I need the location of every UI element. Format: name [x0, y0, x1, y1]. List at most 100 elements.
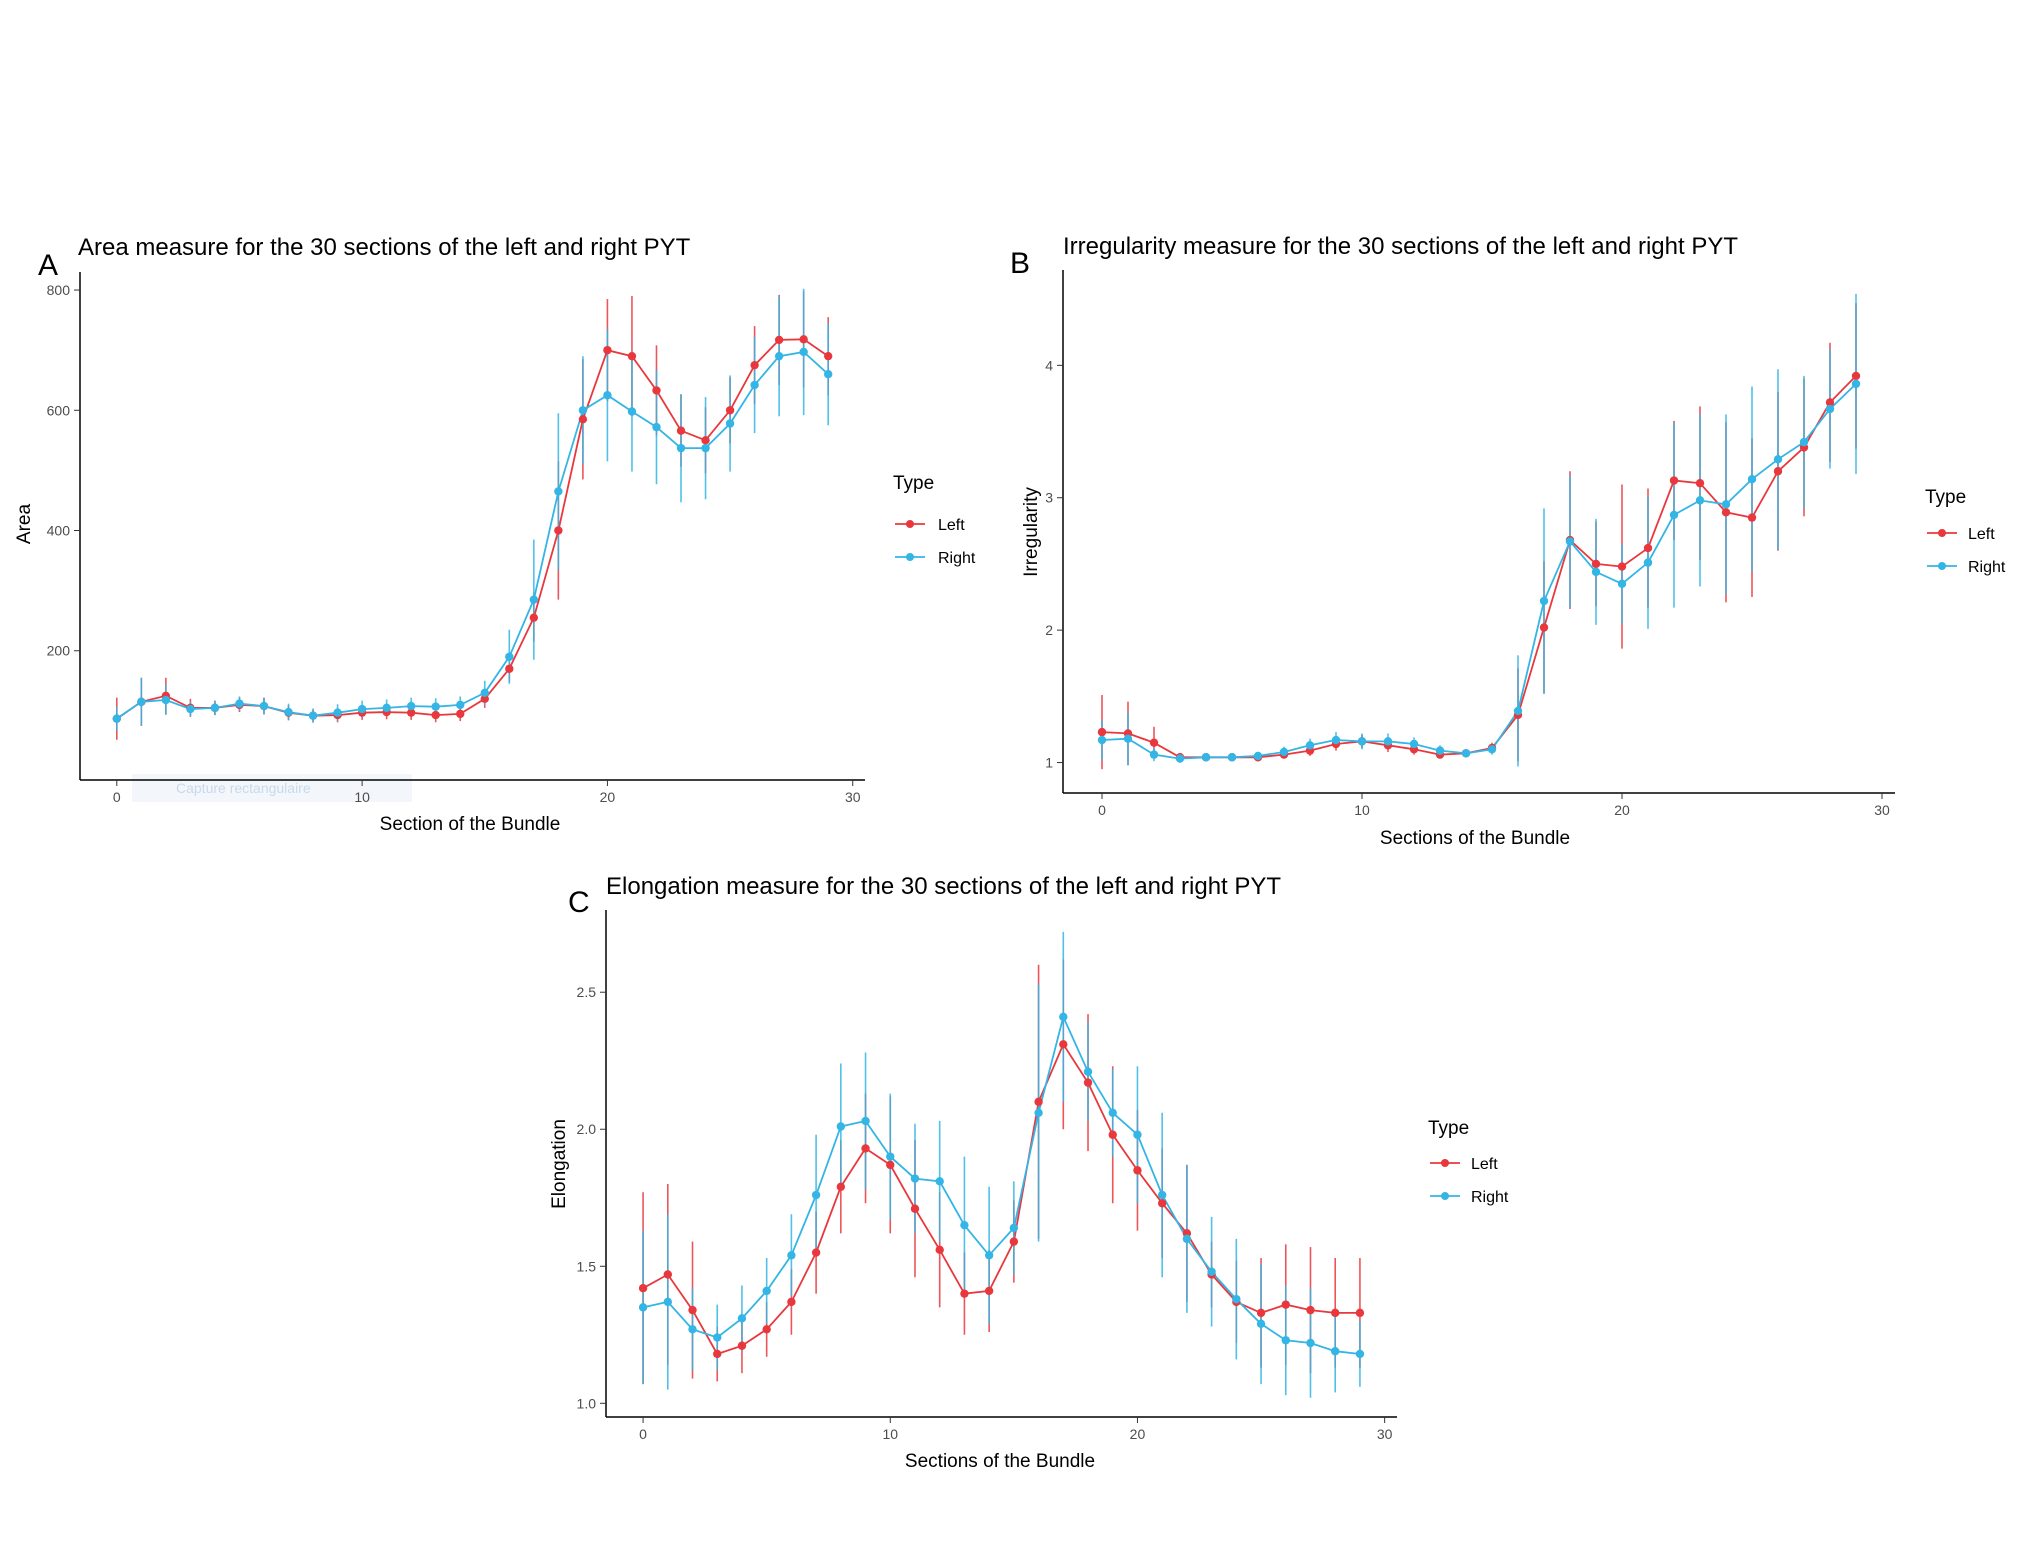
panel-b-right-point — [1669, 510, 1679, 520]
panel-a-right-point — [603, 391, 612, 400]
panel-c-left-point — [1331, 1308, 1340, 1318]
panel-a-left-point — [505, 664, 514, 673]
panel-b-left-point — [1747, 513, 1757, 522]
panel-c-left-point — [737, 1341, 747, 1350]
panel-c-xlabel: Sections of the Bundle — [905, 1451, 1095, 1472]
panel-b-legend-right-dot — [1938, 562, 1946, 570]
panel-a-right-point — [161, 695, 171, 705]
panel-b-right-point — [1331, 735, 1341, 745]
panel-c-left-point — [1034, 1097, 1043, 1107]
panel-c-right-point — [1034, 1108, 1043, 1118]
panel-b-right-point — [1123, 734, 1133, 743]
panel-c-right-point — [910, 1174, 920, 1183]
panel-b-plot: 0 10 20 30 1 2 3 4 — [1045, 270, 1895, 818]
panel-a-right-point — [799, 347, 808, 357]
panel-c-x-tick-label: 20 — [1130, 1426, 1146, 1442]
panel-b-right-point — [1253, 751, 1263, 761]
panel-b-y-tick-label: 4 — [1045, 357, 1053, 373]
panel-c-left-point — [1256, 1308, 1266, 1318]
panel-c-right-point — [1232, 1294, 1241, 1304]
panel-b-x-tick-label: 20 — [1614, 802, 1630, 818]
panel-b-xlabel: Sections of the Bundle — [1380, 828, 1570, 849]
panel-a-right-point — [701, 443, 710, 453]
panel-b-right-point — [1825, 404, 1835, 414]
panel-a-left-point — [529, 613, 539, 622]
panel-b-right-point — [1383, 737, 1393, 746]
panel-b-left-point — [1851, 371, 1861, 381]
panel-a-right-point — [774, 351, 784, 361]
panel-a-legend-left-dot — [906, 520, 914, 528]
panel-c-left-point — [762, 1325, 771, 1334]
panel-a-ylabel: Area — [14, 504, 35, 545]
panel-c-left-point — [1059, 1040, 1068, 1049]
panel-c-left-point — [1355, 1308, 1365, 1318]
panel-c-right-point — [836, 1122, 846, 1131]
panel-a-legend-right-label: Right — [938, 550, 976, 567]
panel-a-left-point — [406, 708, 416, 717]
panel-c-left-point — [1133, 1166, 1142, 1175]
panel-a-right-point — [235, 699, 244, 708]
panel-c-right-point — [1083, 1067, 1093, 1076]
panel-a-right-point — [480, 688, 489, 698]
panel-a-left-point — [652, 386, 661, 395]
panel-a-right-point — [652, 422, 661, 432]
panel-c-right-point — [787, 1251, 796, 1260]
panel-c-left-point — [984, 1286, 994, 1296]
panel-c-left-point — [1281, 1300, 1290, 1309]
panel-c-left-point — [787, 1297, 796, 1307]
capture-overlay-box — [132, 774, 412, 802]
panel-b-left-series-line — [1101, 375, 1857, 759]
panel-a-right-series-line — [116, 351, 829, 720]
panel-b-right-point — [1149, 750, 1159, 759]
panel-c-right-point — [935, 1177, 944, 1186]
panel-b-left-point — [1097, 727, 1107, 737]
panel-b-left-point — [1539, 623, 1549, 632]
panel-a-left-point — [725, 406, 735, 415]
panel-c-left-point — [935, 1245, 944, 1255]
panel-b-title: Irregularity measure for the 30 sections… — [1063, 233, 1738, 260]
panel-b-legend-left-dot — [1938, 529, 1946, 537]
panel-c-x-tick-label: 0 — [639, 1426, 647, 1442]
panel-c-legend-left-dot — [1441, 1159, 1449, 1167]
panel-c-right-point — [1306, 1338, 1315, 1348]
panel-b-right-point — [1097, 735, 1107, 745]
panel-b-legend-right-label: Right — [1968, 559, 2006, 576]
panel-c-right-point — [886, 1152, 895, 1161]
panel-a: A Area measure for the 30 sections of th… — [14, 234, 976, 835]
panel-c-right-point — [762, 1286, 771, 1296]
panel-c-right-point — [1355, 1349, 1365, 1359]
panel-b-right-point — [1747, 475, 1757, 484]
panel-c-y-tick-label: 2.0 — [577, 1121, 597, 1137]
panel-c-right-point — [737, 1314, 747, 1323]
panel-c-right-point — [811, 1190, 821, 1200]
panel-c-left-point — [811, 1248, 821, 1257]
panel-a-left-point — [480, 694, 489, 704]
panel-a-right-point — [554, 487, 563, 496]
panel-b-y-tick-label: 2 — [1045, 622, 1053, 638]
panel-a-legend-left-label: Left — [938, 517, 965, 534]
panel-c-right-point — [1133, 1130, 1142, 1139]
panel-c-left-point — [910, 1204, 920, 1213]
panel-a-y-tick-label: 600 — [47, 402, 71, 418]
panel-b-y-tick-label: 1 — [1045, 755, 1053, 771]
panel-b-x-tick-label: 30 — [1874, 802, 1890, 818]
panel-c-left-point — [886, 1160, 895, 1170]
panel-c-left-point — [1157, 1199, 1167, 1208]
panel-a-right-point — [505, 652, 514, 661]
panel-c-left-point — [836, 1182, 846, 1191]
panel-c-y-tick-label: 2.5 — [577, 984, 597, 1000]
panel-c-plot: 0 10 20 30 1.0 1.5 2.0 2.5 — [577, 910, 1397, 1442]
panel-a-title: Area measure for the 30 sections of the … — [78, 234, 691, 261]
panel-c-legend: Type Left Right — [1428, 1118, 1509, 1206]
panel-b-left-point — [1617, 562, 1627, 571]
panel-c-y-tick-label: 1.5 — [577, 1258, 597, 1274]
panel-c-legend-right-label: Right — [1471, 1189, 1509, 1206]
panel-a-left-point — [431, 710, 440, 720]
panel-b-right-point — [1201, 753, 1211, 762]
panel-c-x-tick-label: 30 — [1377, 1426, 1393, 1442]
panel-c-left-point — [1083, 1078, 1093, 1087]
panel-a-left-point — [774, 335, 784, 345]
panel-c-right-point — [713, 1333, 722, 1342]
panel-c-left-point — [688, 1305, 697, 1315]
panel-a-left-point — [627, 351, 637, 361]
